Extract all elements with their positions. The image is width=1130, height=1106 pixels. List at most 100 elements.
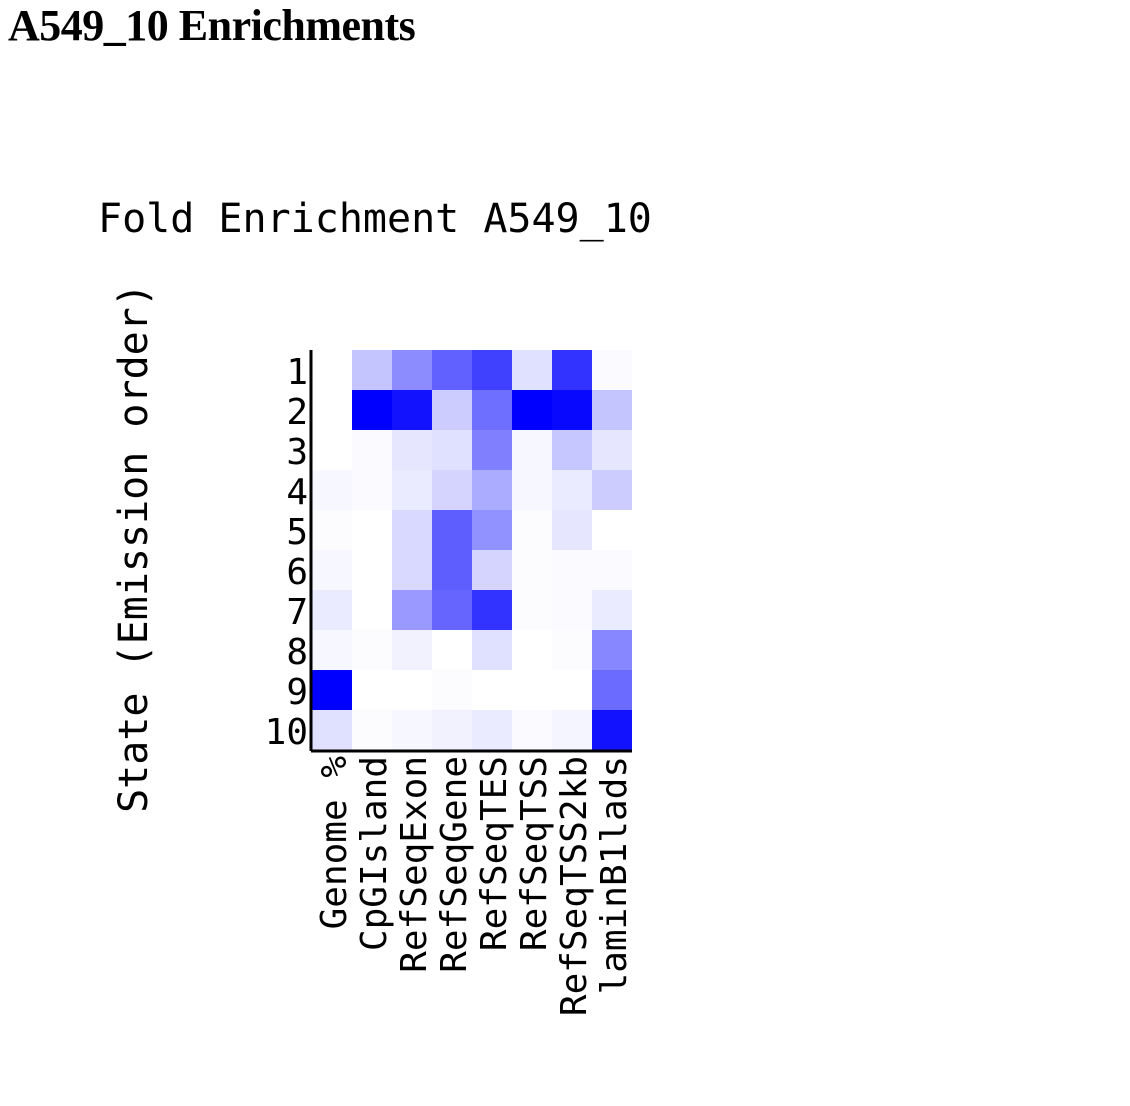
heatmap-cell (352, 550, 392, 590)
heatmap-cell (592, 390, 632, 430)
heatmap-cell (432, 590, 472, 630)
heatmap-cell (392, 590, 432, 630)
heatmap-cell (392, 510, 432, 550)
heatmap-cell (592, 550, 632, 590)
heatmap-cell (432, 670, 472, 710)
heatmap-cell (592, 470, 632, 510)
heatmap-cell (472, 550, 512, 590)
column-label: RefSeqTES (474, 756, 515, 951)
heatmap-cell (512, 590, 552, 630)
column-label: CpGIsland (354, 756, 395, 951)
heatmap-cell (352, 430, 392, 470)
column-label: RefSeqGene (434, 756, 475, 973)
heatmap-cell (472, 350, 512, 390)
heatmap-cell (512, 670, 552, 710)
heatmap-cell (392, 390, 432, 430)
heatmap-cell (512, 430, 552, 470)
heatmap-cell (432, 550, 472, 590)
heatmap-cell (312, 470, 352, 510)
column-label: Genome % (314, 756, 355, 930)
heatmap-cell (392, 430, 432, 470)
heatmap-cell (392, 470, 432, 510)
heatmap-cell (552, 630, 592, 670)
heatmap-cell (432, 350, 472, 390)
row-label: 5 (286, 512, 308, 553)
heatmap-cell (312, 630, 352, 670)
column-labels: Genome % CpGIsland RefSeqExon RefSeqGene Ref… (314, 756, 635, 1016)
heatmap-cell (472, 630, 512, 670)
heatmap-cell (312, 550, 352, 590)
heatmap-cell (432, 430, 472, 470)
row-label: 7 (286, 592, 308, 633)
heatmap-cell (352, 670, 392, 710)
heatmap-cell (472, 670, 512, 710)
heatmap-cell (472, 510, 512, 550)
row-label: 4 (286, 472, 308, 513)
axes (309, 350, 632, 753)
row-label: 9 (286, 672, 308, 713)
y-axis-label: State (Emission order) (111, 283, 157, 813)
row-label: 3 (286, 432, 308, 473)
heatmap-cell (592, 670, 632, 710)
heatmap-cell (312, 390, 352, 430)
heatmap-cell (552, 390, 592, 430)
heatmap-cell (512, 630, 552, 670)
heatmap-cell (352, 350, 392, 390)
heatmap-cell (472, 710, 512, 750)
heatmap-cell (512, 470, 552, 510)
heatmap-cell (312, 350, 352, 390)
heatmap-cell (392, 630, 432, 670)
heatmap-cell (552, 710, 592, 750)
column-label: laminB1lads (594, 756, 635, 994)
heatmap-cell (392, 710, 432, 750)
heatmap-cell (312, 590, 352, 630)
heatmap-cell (512, 550, 552, 590)
heatmap-cell (472, 470, 512, 510)
heatmap-cell (552, 470, 592, 510)
row-label: 6 (286, 552, 308, 593)
heatmap-cell (552, 350, 592, 390)
heatmap-cell (432, 470, 472, 510)
heatmap-cell (392, 550, 432, 590)
heatmap-cell (352, 630, 392, 670)
column-label: RefSeqTSS (514, 756, 555, 951)
heatmap-cells (312, 350, 632, 750)
column-label: RefSeqTSS2kb (554, 756, 595, 1016)
heatmap-cell (392, 670, 432, 710)
page-heading: A549_10 Enrichments (8, 1, 416, 50)
heatmap-cell (592, 350, 632, 390)
heatmap-cell (352, 510, 392, 550)
heatmap-cell (432, 710, 472, 750)
heatmap-cell (552, 590, 592, 630)
row-label: 2 (286, 392, 308, 433)
heatmap-cell (592, 430, 632, 470)
heatmap-cell (312, 670, 352, 710)
heatmap-cell (472, 390, 512, 430)
heatmap-cell (432, 630, 472, 670)
heatmap-cell (312, 430, 352, 470)
heatmap-cell (552, 670, 592, 710)
row-label: 8 (286, 632, 308, 673)
heatmap-cell (472, 430, 512, 470)
heatmap-cell (512, 510, 552, 550)
heatmap-cell (592, 510, 632, 550)
row-label: 1 (286, 352, 308, 393)
heatmap-cell (432, 510, 472, 550)
heatmap-cell (392, 350, 432, 390)
heatmap-cell (312, 710, 352, 750)
heatmap-cell (352, 710, 392, 750)
heatmap-cell (592, 710, 632, 750)
heatmap-cell (352, 390, 392, 430)
heatmap-cell (552, 550, 592, 590)
heatmap-cell (432, 390, 472, 430)
heatmap-cell (552, 430, 592, 470)
heatmap-cell (352, 470, 392, 510)
heatmap-cell (312, 510, 352, 550)
heatmap-cell (512, 350, 552, 390)
heatmap-cell (512, 390, 552, 430)
chart-title: Fold Enrichment A549_10 (98, 196, 652, 242)
column-label: RefSeqExon (394, 756, 435, 973)
heatmap-cell (472, 590, 512, 630)
